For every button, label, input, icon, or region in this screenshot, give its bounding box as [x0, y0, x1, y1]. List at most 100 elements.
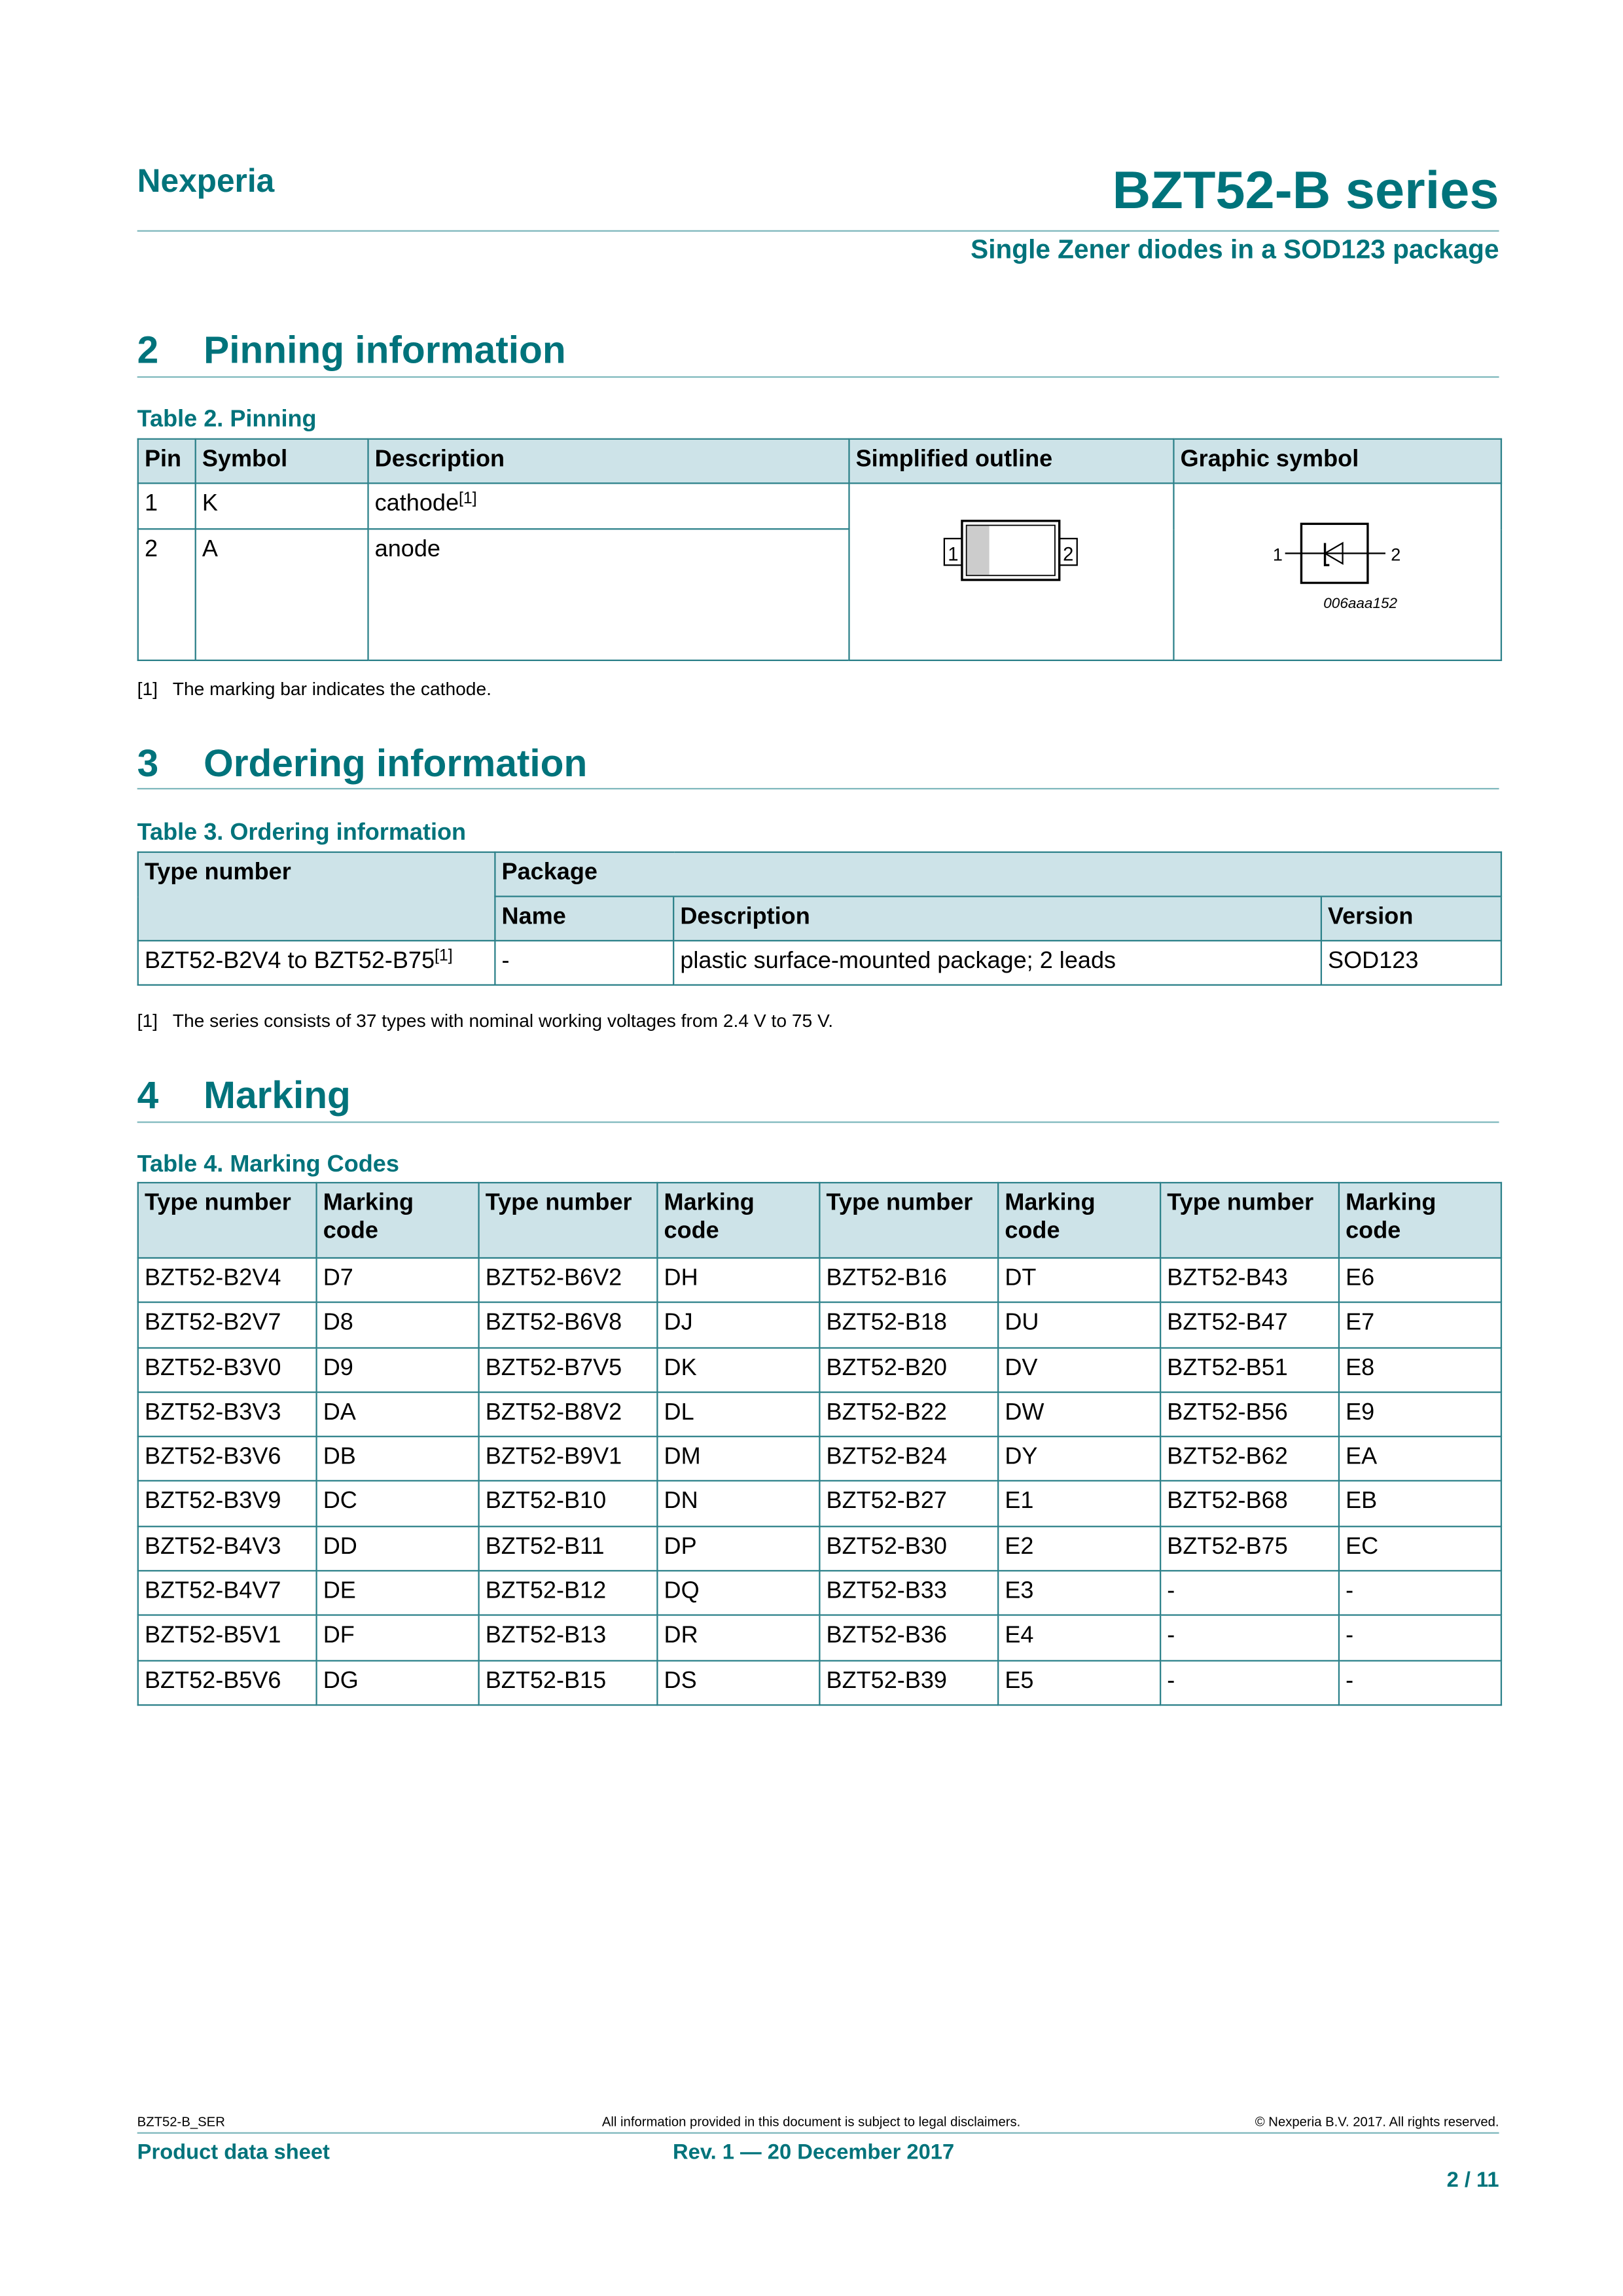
- type-number-cell: -: [1160, 1570, 1340, 1617]
- marking-code-cell: DT: [997, 1257, 1162, 1304]
- marking-code-cell: E4: [997, 1615, 1162, 1661]
- divider: [137, 1121, 1499, 1123]
- type-number-cell: -: [1160, 1615, 1340, 1661]
- marking-code-cell: E9: [1338, 1391, 1503, 1438]
- type-number-cell: BZT52-B68: [1160, 1480, 1340, 1527]
- column-header: Description: [673, 895, 1323, 942]
- table-row: BZT52-B4V3 DD BZT52-B11 DP BZT52-B30 E2 BZT52-…: [137, 1525, 1503, 1572]
- pinning-table: Pin Symbol Description Simplified outlin…: [137, 438, 1503, 662]
- divider: [137, 230, 1499, 232]
- table-row: BZT52-B3V0 D9 BZT52-B7V5 DK BZT52-B20 DV BZT52…: [137, 1346, 1503, 1393]
- footnote: [1] The marking bar indicates the cathode…: [137, 679, 491, 700]
- column-header: Symbol: [194, 438, 369, 484]
- marking-code-cell: DF: [315, 1615, 480, 1661]
- zener-diode-symbol-icon: 1 2 006aaa152: [1273, 522, 1400, 611]
- footnote-ref[interactable]: [1]: [435, 947, 453, 965]
- type-number-cell: BZT52-B22: [819, 1391, 999, 1438]
- column-header: Type number: [137, 1181, 317, 1259]
- divider: [137, 787, 1499, 790]
- type-number-cell: BZT52-B20: [819, 1346, 999, 1393]
- section-heading: 3 Ordering information: [137, 740, 588, 785]
- document-id: BZT52-B_SER: [137, 2114, 225, 2130]
- marking-codes-table: Type number Marking code Type number Markin…: [137, 1181, 1503, 1706]
- type-number-cell: BZT52-B39: [819, 1659, 999, 1706]
- document-subtitle: Single Zener diodes in a SOD123 package: [971, 234, 1499, 264]
- table-caption: Table 3. Ordering information: [137, 820, 467, 846]
- marking-code-cell: DW: [997, 1391, 1162, 1438]
- footnote-ref[interactable]: [1]: [459, 490, 477, 508]
- revision: Rev. 1 — 20 December 2017: [673, 2141, 955, 2165]
- type-number-cell: BZT52-B47: [1160, 1302, 1340, 1348]
- outline-pin-2: 2: [1063, 544, 1073, 565]
- marking-code-cell: D7: [315, 1257, 480, 1304]
- marking-code-cell: -: [1338, 1570, 1503, 1617]
- divider: [137, 376, 1499, 378]
- type-number-cell: BZT52-B4V3: [137, 1525, 317, 1572]
- page-number: 2 / 11: [1446, 2169, 1499, 2193]
- marking-code-cell: DY: [997, 1436, 1162, 1482]
- marking-code-cell: -: [1338, 1659, 1503, 1706]
- marking-code-cell: DH: [656, 1257, 821, 1304]
- table-row: BZT52-B5V6 DG BZT52-B15 DS BZT52-B39 E5- -: [137, 1659, 1503, 1706]
- type-number-cell: BZT52-B5V6: [137, 1659, 317, 1706]
- type-number-cell: BZT52-B2V4: [137, 1257, 317, 1304]
- marking-code-cell: EC: [1338, 1525, 1503, 1572]
- column-header: Type number: [478, 1181, 658, 1259]
- type-number-cell: BZT52-B75: [1160, 1525, 1340, 1572]
- marking-code-cell: D9: [315, 1346, 480, 1393]
- marking-code-cell: DR: [656, 1615, 821, 1661]
- marking-code-cell: DG: [315, 1659, 480, 1706]
- marking-code-cell: E6: [1338, 1257, 1503, 1304]
- marking-code-cell: DB: [315, 1436, 480, 1482]
- type-number-cell: BZT52-B6V8: [478, 1302, 658, 1348]
- marking-code-cell: DJ: [656, 1302, 821, 1348]
- marking-code-cell: E8: [1338, 1346, 1503, 1393]
- column-header: Type number: [1160, 1181, 1340, 1259]
- footnote: [1] The series consists of 37 types with …: [137, 1011, 834, 1031]
- type-number-cell: BZT52-B36: [819, 1615, 999, 1661]
- section-heading: 2 Pinning information: [137, 327, 566, 372]
- column-header: Marking code: [1338, 1181, 1503, 1259]
- column-header: Graphic symbol: [1173, 438, 1503, 484]
- brand-name: Nexperia: [137, 162, 275, 200]
- marking-code-cell: DV: [997, 1346, 1162, 1393]
- type-number-cell: BZT52-B3V3: [137, 1391, 317, 1438]
- marking-code-cell: DK: [656, 1346, 821, 1393]
- section-heading: 4 Marking: [137, 1073, 351, 1117]
- type-number-cell: BZT52-B13: [478, 1615, 658, 1661]
- marking-code-cell: E1: [997, 1480, 1162, 1527]
- table-row: BZT52-B2V4 to BZT52-B75[1] - plastic sur…: [137, 940, 1503, 986]
- table-row: 2 A anode: [137, 528, 1501, 662]
- type-number-cell: BZT52-B10: [478, 1480, 658, 1527]
- marking-code-cell: EA: [1338, 1436, 1503, 1482]
- type-number-cell: BZT52-B5V1: [137, 1615, 317, 1661]
- simplified-outline: 1 2: [848, 482, 1175, 662]
- marking-code-cell: DU: [997, 1302, 1162, 1348]
- table-row: BZT52-B4V7 DE BZT52-B12 DQ BZT52-B33 E3- -: [137, 1570, 1503, 1617]
- marking-code-cell: DP: [656, 1525, 821, 1572]
- type-number-cell: BZT52-B3V0: [137, 1346, 317, 1393]
- column-header: Marking code: [315, 1181, 480, 1259]
- column-header: Marking code: [656, 1181, 821, 1259]
- column-header: Pin: [137, 438, 196, 484]
- type-number-cell: BZT52-B15: [478, 1659, 658, 1706]
- marking-code-cell: -: [1338, 1615, 1503, 1661]
- column-header: Name: [494, 895, 675, 942]
- marking-code-cell: DA: [315, 1391, 480, 1438]
- type-number-cell: BZT52-B11: [478, 1525, 658, 1572]
- type-number-cell: BZT52-B2V7: [137, 1302, 317, 1348]
- type-number-cell: BZT52-B7V5: [478, 1346, 658, 1393]
- column-header: Type number: [819, 1181, 999, 1259]
- type-number-cell: BZT52-B12: [478, 1570, 658, 1617]
- type-number-cell: BZT52-B62: [1160, 1436, 1340, 1482]
- legal-disclaimer: All information provided in this documen…: [601, 2114, 1021, 2130]
- marking-code-cell: DE: [315, 1570, 480, 1617]
- type-number-cell: BZT52-B51: [1160, 1346, 1340, 1393]
- table-row: 1 K cathode[1] 1 2: [137, 482, 1503, 662]
- column-header: Type number: [137, 851, 496, 942]
- copyright: © Nexperia B.V. 2017. All rights reserve…: [1255, 2114, 1499, 2130]
- marking-code-cell: DC: [315, 1480, 480, 1527]
- type-number-cell: BZT52-B3V9: [137, 1480, 317, 1527]
- type-number-cell: BZT52-B8V2: [478, 1391, 658, 1438]
- type-number-cell: BZT52-B3V6: [137, 1436, 317, 1482]
